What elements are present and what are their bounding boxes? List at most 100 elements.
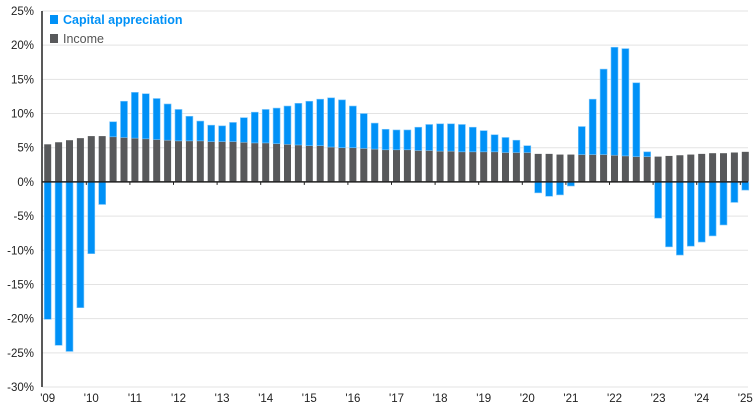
bar-income bbox=[480, 151, 488, 182]
y-axis-labels: 25% 20% 15% 10% 5% 0% -5% -10% -15% -20% -25% -30% bbox=[7, 6, 34, 394]
y-tick-label: 5% bbox=[17, 143, 34, 155]
x-tick-label: '17 bbox=[389, 393, 404, 405]
bar-income bbox=[284, 144, 291, 182]
bar-capital-appreciation bbox=[588, 98, 597, 155]
x-tick-label: '09 bbox=[40, 393, 55, 405]
bar-capital-appreciation bbox=[283, 105, 292, 145]
bar-income bbox=[44, 144, 52, 182]
bar-capital-appreciation bbox=[98, 181, 106, 205]
bar-income bbox=[578, 154, 586, 182]
bar-income bbox=[175, 140, 182, 182]
legend-label-income: Income bbox=[63, 32, 104, 46]
bar-income bbox=[382, 149, 390, 182]
bar-capital-appreciation bbox=[163, 103, 172, 141]
bar-income bbox=[436, 151, 444, 182]
bar-capital-appreciation bbox=[708, 181, 717, 237]
bar-income bbox=[567, 154, 575, 182]
bar-income bbox=[414, 150, 422, 182]
bar-capital-appreciation bbox=[414, 126, 423, 151]
bar-capital-appreciation bbox=[370, 122, 379, 150]
bar-capital-appreciation bbox=[468, 126, 477, 153]
legend-swatch-income bbox=[50, 34, 58, 43]
bar-income bbox=[327, 147, 335, 182]
bar-income bbox=[469, 151, 477, 182]
bar-income bbox=[262, 142, 270, 182]
bar-income bbox=[403, 149, 411, 182]
bar-income bbox=[687, 154, 695, 182]
x-tick-label: '20 bbox=[520, 393, 535, 405]
bar-income bbox=[240, 142, 248, 182]
bar-capital-appreciation bbox=[142, 93, 150, 140]
bar-capital-appreciation bbox=[261, 109, 270, 144]
bar-capital-appreciation bbox=[730, 181, 739, 203]
bar-capital-appreciation bbox=[599, 68, 608, 155]
bar-capital-appreciation bbox=[425, 124, 434, 151]
y-tick-label: 15% bbox=[11, 74, 34, 86]
bar-income bbox=[294, 144, 302, 182]
x-tick-label: '18 bbox=[433, 393, 448, 405]
bar-income bbox=[709, 153, 717, 182]
bar-capital-appreciation bbox=[109, 121, 117, 138]
bar-income bbox=[131, 138, 139, 182]
bar-capital-appreciation bbox=[697, 181, 706, 243]
bar-capital-appreciation bbox=[65, 181, 74, 352]
y-tick-label: 0% bbox=[17, 177, 34, 189]
bar-capital-appreciation bbox=[654, 181, 662, 219]
bar-income bbox=[316, 145, 324, 182]
bar-income bbox=[360, 148, 368, 182]
bar-capital-appreciation bbox=[338, 99, 346, 149]
x-tick-label: '21 bbox=[563, 393, 578, 405]
bar-income bbox=[305, 145, 313, 182]
bar-capital-appreciation bbox=[490, 134, 499, 153]
bar-income bbox=[643, 156, 651, 182]
bar-income bbox=[349, 147, 357, 182]
bar-capital-appreciation bbox=[610, 46, 619, 156]
bar-income bbox=[741, 151, 749, 182]
bar-income bbox=[491, 151, 499, 182]
bar-capital-appreciation bbox=[643, 151, 652, 157]
legend: Capital appreciation Income bbox=[50, 13, 182, 46]
bar-income bbox=[676, 155, 684, 182]
bar-income bbox=[632, 156, 640, 182]
bar-capital-appreciation bbox=[621, 48, 630, 157]
x-tick-label: '11 bbox=[128, 393, 142, 405]
bar-capital-appreciation bbox=[359, 113, 368, 149]
bar-income bbox=[55, 142, 63, 182]
bar-income bbox=[720, 153, 727, 182]
x-tick-label: '19 bbox=[476, 393, 491, 405]
x-tick-label: '23 bbox=[651, 393, 666, 405]
bar-income bbox=[98, 136, 106, 182]
legend-swatch-capital-appreciation bbox=[50, 15, 58, 24]
bar-income bbox=[600, 154, 608, 182]
bar-capital-appreciation bbox=[381, 128, 390, 151]
bar-capital-appreciation bbox=[218, 125, 226, 142]
bar-capital-appreciation bbox=[196, 120, 205, 142]
bar-capital-appreciation bbox=[676, 181, 684, 256]
x-tick-label: '12 bbox=[171, 393, 186, 405]
bar-capital-appreciation bbox=[392, 129, 401, 151]
bar-income bbox=[87, 136, 95, 182]
bar-capital-appreciation bbox=[120, 100, 128, 138]
y-tick-label: 25% bbox=[11, 6, 34, 18]
bar-income bbox=[393, 149, 400, 182]
bar-income bbox=[109, 136, 117, 182]
bar-capital-appreciation bbox=[131, 92, 139, 139]
x-tick-label: '16 bbox=[345, 393, 360, 405]
x-tick-label: '10 bbox=[84, 393, 99, 405]
bar-capital-appreciation bbox=[719, 181, 728, 226]
axes bbox=[41, 11, 748, 387]
bar-income bbox=[218, 141, 226, 182]
bar-income bbox=[120, 137, 128, 182]
bar-capital-appreciation bbox=[54, 181, 63, 346]
bar-capital-appreciation bbox=[305, 100, 314, 146]
bar-income bbox=[251, 142, 259, 182]
bar-income bbox=[534, 153, 542, 182]
bar-income bbox=[611, 155, 618, 182]
bar-capital-appreciation bbox=[272, 107, 281, 144]
bar-income bbox=[425, 150, 433, 182]
bar-income bbox=[273, 143, 281, 182]
bar-income bbox=[185, 140, 193, 182]
x-tick-label: '25 bbox=[738, 393, 753, 405]
bar-capital-appreciation bbox=[545, 181, 553, 197]
bar-capital-appreciation bbox=[458, 124, 466, 153]
